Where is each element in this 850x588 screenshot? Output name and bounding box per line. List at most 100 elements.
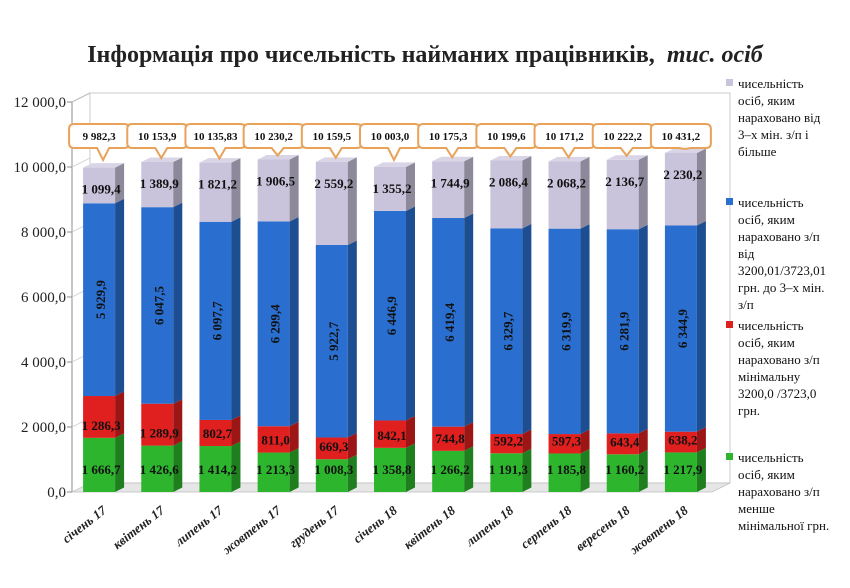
bar-segment-side: [638, 224, 648, 434]
y-tick-label: 12 000,0: [14, 95, 67, 111]
bar-segment-side: [696, 427, 706, 453]
bar-segment-front: [548, 434, 581, 454]
total-value-label: 10 003,0: [371, 131, 410, 143]
bar-segment-front: [374, 166, 406, 211]
bar-segment-front: [432, 450, 465, 492]
bar-segment-front: [257, 426, 290, 453]
segment-value-label: 1 744,9: [431, 175, 471, 190]
bar-segment-front: [432, 161, 465, 219]
bar-segment-side: [406, 443, 415, 492]
segment-value-label: 1 217,9: [663, 462, 703, 477]
segment-value-label: 643,4: [610, 434, 640, 449]
legend-entry-line: з/п: [738, 297, 754, 312]
x-tick-label: квітень 18: [401, 502, 459, 552]
legend-entry-line: від: [738, 246, 755, 261]
bar-segment-side: [173, 157, 183, 208]
bar-segment-side: [580, 429, 590, 454]
y-tick-depth-mark: [71, 92, 91, 103]
total-value-label: 10 159,5: [313, 131, 352, 143]
legend-swatch: [726, 79, 733, 86]
segment-value-label: 6 281,9: [617, 311, 632, 351]
bar-segment-front: [606, 433, 639, 455]
bar-segment-side: [638, 449, 648, 492]
segment-value-label: 1 358,8: [373, 462, 413, 477]
segment-value-label: 5 922,7: [326, 321, 341, 361]
chart-title-main: Інформація про чисельність найманих прац…: [87, 42, 655, 68]
bar-segment-front: [199, 162, 232, 222]
segment-value-label: 1 191,3: [489, 462, 529, 477]
legend-entry-line: 3200,0 /3723,0: [738, 386, 816, 401]
bar-segment-side: [231, 441, 241, 492]
bar-top-face: [315, 157, 357, 162]
bar-segment-front: [606, 454, 639, 492]
legend-entry-line: мінімальної грн.: [738, 518, 829, 533]
bar-segment-front: [490, 453, 523, 492]
bar-segment-side: [696, 220, 706, 432]
legend-entry-line: нараховано від: [738, 110, 821, 125]
legend-entry-line: осіб, яким: [738, 212, 795, 227]
bar-segment-side: [115, 433, 125, 492]
legend-entry-line: більше: [738, 144, 777, 159]
bar-segment-front: [374, 447, 406, 492]
bar-segment-side: [347, 157, 357, 245]
bar-segment-side: [289, 448, 299, 492]
legend-entry-line: чисельність: [738, 76, 804, 91]
bar-segment-front: [141, 403, 174, 446]
bar-segment-side: [347, 240, 357, 438]
segment-value-label: 1 414,2: [198, 462, 237, 477]
y-tick-label: 10 000,0: [14, 160, 67, 176]
segment-value-label: 669,3: [319, 439, 349, 454]
segment-value-label: 1 286,3: [82, 418, 122, 433]
segment-value-label: 1 289,9: [140, 426, 180, 441]
bar-segment-side: [173, 399, 183, 446]
bar-segment-side: [580, 448, 590, 492]
segment-value-label: 6 299,4: [268, 304, 283, 344]
bar-segment-side: [696, 447, 706, 492]
legend-entry-line: нараховано з/п: [738, 229, 820, 244]
segment-value-label: 1 426,6: [140, 462, 180, 477]
segment-value-label: 1 355,2: [373, 181, 412, 196]
bar-top-face: [199, 158, 241, 163]
segment-value-label: 1 906,5: [256, 174, 296, 189]
bar-segment-front: [83, 203, 116, 397]
segment-value-label: 1 008,3: [314, 462, 354, 477]
bar-segment-front: [83, 437, 116, 492]
bar-segment-side: [464, 422, 474, 451]
bar-top-face: [83, 163, 125, 168]
segment-value-label: 842,1: [377, 428, 406, 443]
bar-segment-side: [638, 428, 648, 455]
legend: чисельність осіб, яким нараховано від 3–х м…: [726, 76, 829, 533]
x-tick-label: жовтень 18: [627, 502, 691, 557]
segment-value-label: 1 160,2: [605, 462, 644, 477]
x-tick-label: січень 18: [350, 502, 400, 546]
bar-segment-side: [231, 217, 241, 420]
segment-value-label: 6 329,7: [500, 311, 515, 351]
legend-entry-line: грн. до 3–х мін.: [738, 280, 824, 295]
bar-segment-side: [406, 162, 415, 211]
legend-entry-line: чисельність: [738, 450, 804, 465]
legend-entry-line: осіб, яким: [738, 335, 795, 350]
legend-entry-line: 3200,01/3723,01: [738, 263, 826, 278]
bar-segment-side: [464, 156, 474, 219]
y-tick-depth-mark: [71, 157, 91, 168]
bar-segment-side: [173, 441, 183, 492]
y-tick-label: 8 000,0: [21, 225, 66, 241]
legend-entry-line: осіб, яким: [738, 467, 795, 482]
bar-segment-side: [464, 446, 474, 492]
bar-segment-front: [664, 152, 697, 226]
segment-value-label: 6 419,4: [442, 302, 457, 342]
segment-value-label: 1 389,9: [140, 176, 180, 191]
legend-entry: чисельність осіб, яким нараховано з/п менше…: [738, 450, 829, 533]
bar-top-face: [374, 162, 415, 167]
bars-layer: [83, 148, 706, 492]
legend-entry-line: нараховано з/п: [738, 484, 820, 499]
bar-segment-front: [664, 452, 697, 492]
legend-entry: чисельність осіб, яким нараховано від 3–х м…: [738, 76, 821, 159]
x-tick-label: грудень 17: [286, 502, 342, 550]
bar-segment-front: [315, 161, 348, 245]
segment-value-label: 802,7: [203, 426, 233, 441]
bar-segment-side: [115, 391, 125, 438]
bar-segment-side: [347, 432, 357, 460]
bar-segment-front: [548, 161, 581, 229]
y-tick-label: 6 000,0: [21, 290, 66, 306]
